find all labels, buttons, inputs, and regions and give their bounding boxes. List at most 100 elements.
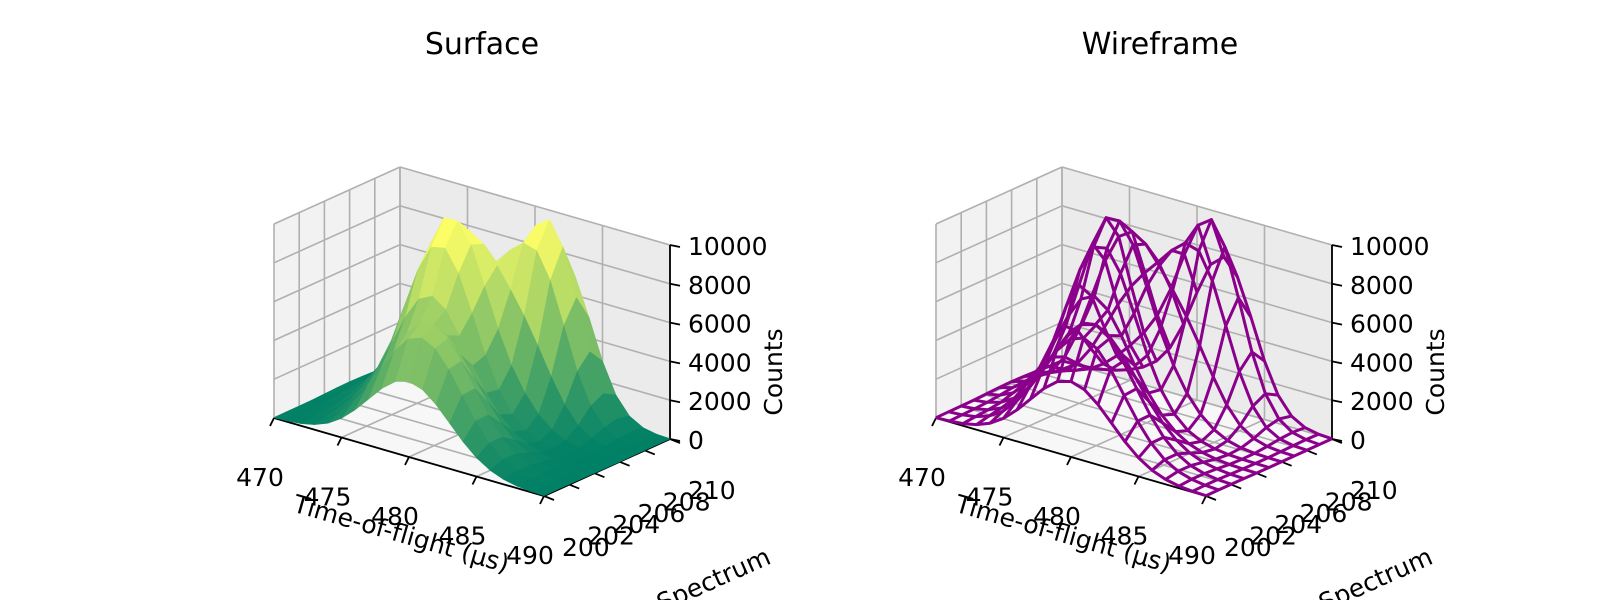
wireframe-x-tick-label: 475 bbox=[966, 483, 1014, 512]
wireframe-plot: Wireframe 470 475 480 485 490 200202204206208… bbox=[898, 27, 1450, 600]
z-tick-mark bbox=[669, 282, 681, 287]
surface-x-tick-label: 490 bbox=[506, 541, 554, 570]
z-gridline bbox=[273, 166, 401, 225]
wireframe-y-line bbox=[1178, 426, 1306, 488]
wireframe-y-line bbox=[1096, 218, 1226, 406]
surface-face bbox=[530, 484, 557, 497]
z-tick-mark bbox=[1331, 282, 1343, 287]
z-tick-mark bbox=[1331, 438, 1343, 442]
wireframe-y-line bbox=[1083, 223, 1212, 391]
x-tick-mark bbox=[1133, 476, 1140, 485]
wireframe-y-tick-label: 200 bbox=[1224, 533, 1272, 562]
x-tick-mark bbox=[1201, 495, 1207, 505]
z-tick-mark bbox=[669, 399, 681, 404]
z-tick-mark bbox=[1331, 399, 1343, 404]
z-gridline bbox=[399, 166, 671, 246]
wireframe-y-tick-label: 206 bbox=[1300, 499, 1348, 528]
y-tick-mark bbox=[594, 472, 605, 479]
wireframe-y-line bbox=[1056, 242, 1185, 382]
z-tick-mark bbox=[669, 321, 681, 326]
wireframe-y-line bbox=[1110, 245, 1239, 424]
surface-y-axis-label: Spectrum bbox=[652, 542, 774, 600]
wireframe-z-tick-label: 10000 bbox=[1350, 232, 1430, 261]
surface-y-tick-label: 202 bbox=[587, 522, 635, 551]
surface-z-tick-label: 4000 bbox=[688, 348, 752, 377]
surface-z-axis-label: Counts bbox=[759, 328, 788, 415]
z-tick-mark bbox=[1331, 244, 1343, 248]
wireframe-panes bbox=[936, 167, 1332, 496]
wireframe-x-tick-label: 485 bbox=[1101, 522, 1149, 551]
surface-plot: Surface 470 475 480 485 490 20020220420620821… bbox=[236, 27, 788, 600]
z-gridline bbox=[273, 282, 401, 342]
surface-z-tick-label: 2000 bbox=[688, 387, 752, 416]
wireframe-z-axis-label: Counts bbox=[1421, 328, 1450, 415]
surface-x-tick-label: 480 bbox=[371, 502, 419, 531]
wireframe-y-tick-label: 202 bbox=[1249, 522, 1297, 551]
wireframe-z-tick-label: 8000 bbox=[1350, 271, 1414, 300]
wireframe-y-line bbox=[1137, 350, 1266, 459]
wireframe-x-tick-label: 480 bbox=[1033, 502, 1081, 531]
y-tick-mark bbox=[568, 483, 580, 490]
left-pane bbox=[936, 167, 1062, 418]
x-tick-mark bbox=[931, 417, 937, 427]
surface-z-tick-label: 8000 bbox=[688, 271, 752, 300]
x-tick-mark bbox=[269, 417, 275, 427]
surface-z-tick-label: 6000 bbox=[688, 310, 752, 339]
z-gridline bbox=[1061, 282, 1333, 363]
z-tick-mark bbox=[1331, 321, 1343, 326]
wireframe-y-line bbox=[1164, 414, 1292, 481]
wireframe-y-axis-label: Spectrum bbox=[1314, 542, 1436, 600]
surface-x-tick-label: 485 bbox=[439, 522, 487, 551]
y-tick-mark bbox=[1205, 495, 1217, 501]
wireframe-mesh bbox=[935, 216, 1333, 498]
z-gridline bbox=[273, 243, 401, 303]
z-gridline bbox=[273, 205, 401, 264]
x-tick-mark bbox=[539, 495, 545, 505]
surface-x-tick-label: 475 bbox=[304, 483, 352, 512]
wireframe-y-line bbox=[962, 365, 1090, 425]
wireframe-x-tick-label: 490 bbox=[1168, 541, 1216, 570]
z-tick-mark bbox=[669, 244, 681, 248]
z-gridline bbox=[935, 282, 1063, 342]
surface-title: Surface bbox=[425, 27, 539, 62]
z-gridline bbox=[935, 321, 1063, 380]
y-tick-mark bbox=[543, 495, 555, 501]
x-tick-mark bbox=[336, 437, 343, 446]
wireframe-y-line bbox=[1191, 432, 1320, 493]
z-gridline bbox=[1061, 166, 1333, 246]
z-gridline bbox=[273, 321, 401, 380]
wireframe-y-line bbox=[1042, 219, 1172, 389]
x-tick-mark bbox=[471, 476, 478, 485]
z-tick-mark bbox=[669, 438, 681, 442]
surface-z-tick-label: 10000 bbox=[688, 232, 768, 261]
surface-y-tick-label: 206 bbox=[638, 499, 686, 528]
surface-y-tick-label: 204 bbox=[612, 510, 660, 539]
wireframe-y-line bbox=[1029, 216, 1158, 400]
y-tick-mark bbox=[619, 460, 630, 467]
left-pane bbox=[274, 167, 400, 418]
wireframe-y-line bbox=[1151, 392, 1279, 472]
z-gridline bbox=[935, 166, 1063, 225]
wireframe-y-tick-label: 204 bbox=[1274, 510, 1322, 539]
x-tick-mark bbox=[998, 437, 1005, 446]
wireframe-y-tick-label: 210 bbox=[1350, 476, 1398, 505]
surface-y-tick-label: 208 bbox=[663, 487, 711, 516]
wireframe-y-line bbox=[1205, 437, 1333, 498]
wireframe-z-tick-label: 0 bbox=[1350, 426, 1366, 455]
wireframe-y-line bbox=[1123, 296, 1253, 443]
wireframe-z-tick-label: 2000 bbox=[1350, 387, 1414, 416]
z-gridline bbox=[935, 243, 1063, 303]
z-tick-mark bbox=[669, 360, 681, 365]
surface-y-tick-label: 210 bbox=[688, 476, 736, 505]
wireframe-z-tick-label: 4000 bbox=[1350, 348, 1414, 377]
x-tick-mark bbox=[404, 456, 410, 466]
wireframe-y-line bbox=[1069, 248, 1199, 382]
y-gridline bbox=[960, 405, 1232, 486]
z-gridline bbox=[935, 205, 1063, 264]
wireframe-title: Wireframe bbox=[1082, 27, 1238, 62]
surface-mesh bbox=[273, 217, 671, 497]
x-tick-mark bbox=[1066, 456, 1072, 466]
